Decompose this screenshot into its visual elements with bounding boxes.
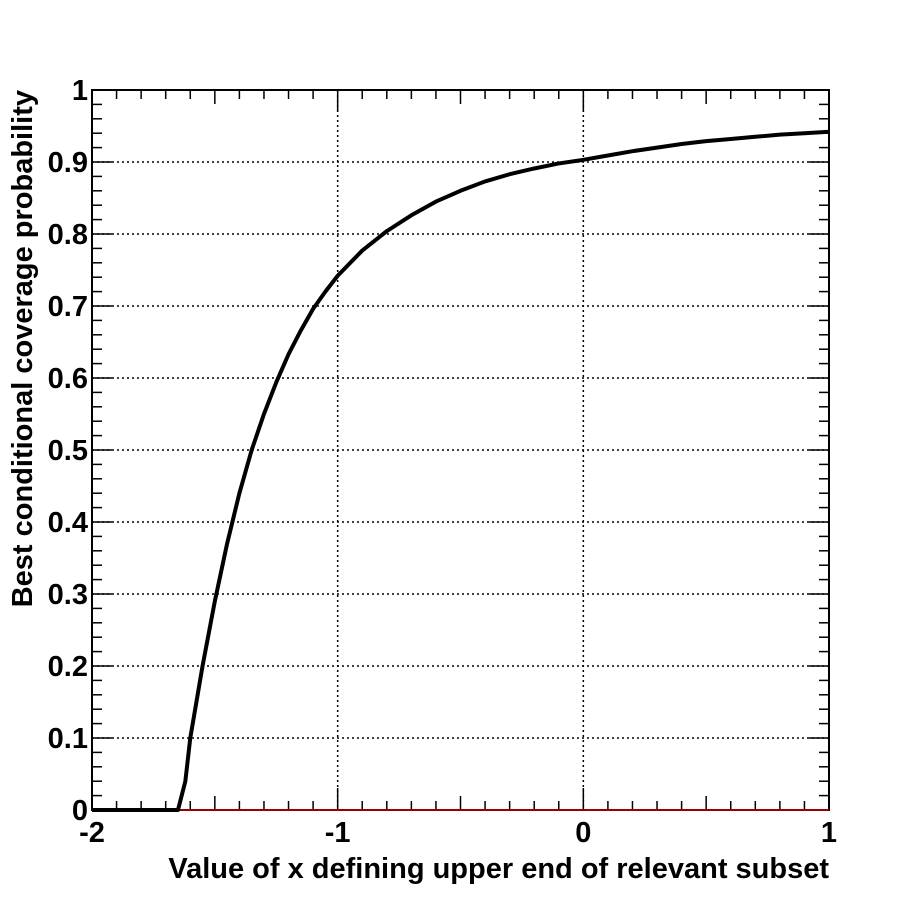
x-tick-label: 1 xyxy=(821,817,837,849)
y-tick-labels: 0 0.1 0.2 0.3 0.4 0.5 0.6 0.7 0.8 0.9 1 xyxy=(48,75,88,827)
y-tick-label: 0.9 xyxy=(48,147,88,179)
x-axis-title: Value of x defining upper end of relevan… xyxy=(168,853,829,885)
grid-lines xyxy=(92,90,829,810)
y-tick-label: 1 xyxy=(72,75,88,107)
y-tick-label: 0.7 xyxy=(48,291,88,323)
x-tick-label: -2 xyxy=(79,817,105,849)
y-tick-label: 0.2 xyxy=(48,651,88,683)
y-tick-label: 0.8 xyxy=(48,219,88,251)
y-tick-label: 0.5 xyxy=(48,435,88,467)
y-tick-label: 0.4 xyxy=(48,507,88,539)
y-tick-label: 0.3 xyxy=(48,579,88,611)
x-tick-labels: -2 -1 0 1 xyxy=(79,817,837,849)
axis-ticks xyxy=(91,89,830,811)
y-axis-title: Best conditional coverage probability xyxy=(7,90,39,607)
y-tick-label: 0.6 xyxy=(48,363,88,395)
y-tick-label: 0 xyxy=(72,795,88,827)
x-tick-label: 0 xyxy=(575,817,591,849)
series-line xyxy=(92,129,830,812)
x-tick-label: -1 xyxy=(325,817,351,849)
y-tick-label: 0.1 xyxy=(48,723,88,755)
